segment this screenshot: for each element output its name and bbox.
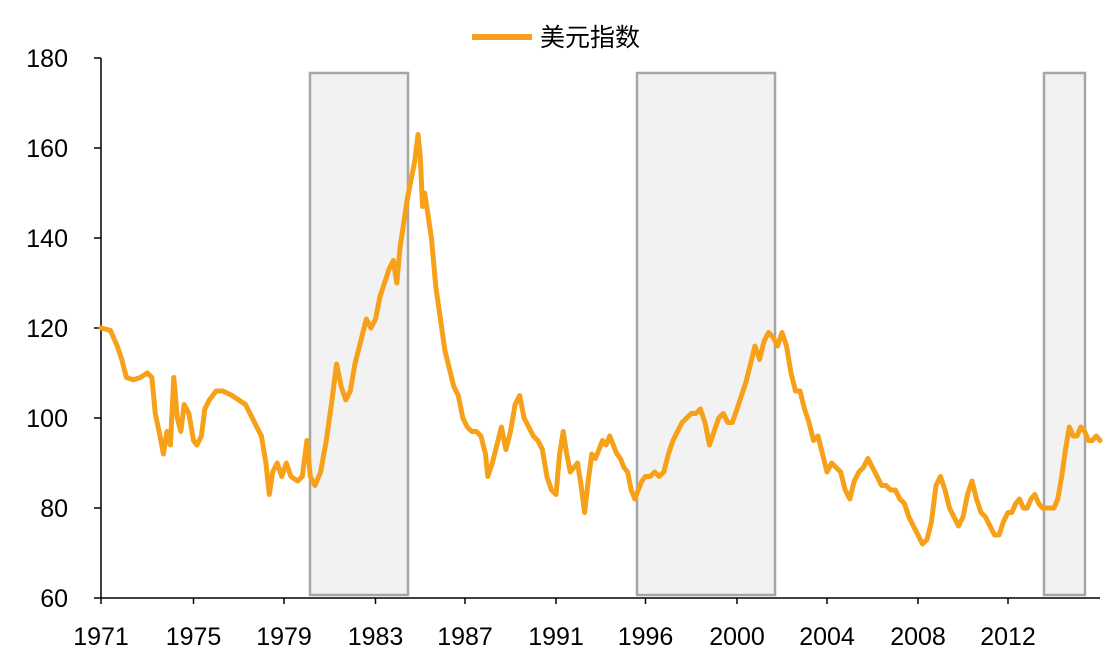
x-tick-label-1979: 1979 xyxy=(256,623,312,651)
y-tick-label-100: 100 xyxy=(26,405,68,433)
y-tick-label-160: 160 xyxy=(26,135,68,163)
x-tick-label-2004: 2004 xyxy=(799,623,855,651)
x-tick-label-2008: 2008 xyxy=(890,623,946,651)
y-tick-label-60: 60 xyxy=(40,585,68,613)
y-tick-label-180: 180 xyxy=(26,45,68,73)
x-tick-label-1971: 1971 xyxy=(73,623,129,651)
x-tick-label-1987: 1987 xyxy=(437,623,493,651)
series-line-1 xyxy=(98,132,1103,547)
x-tick-label-2012: 2012 xyxy=(980,623,1036,651)
y-tick-label-80: 80 xyxy=(40,495,68,523)
x-tick-label-2000: 2000 xyxy=(709,623,765,651)
x-tick-label-1975: 1975 xyxy=(166,623,222,651)
x-ticks: 1971 1975 1979 1983 1987 1991 1996 2000 2004 2008… xyxy=(73,598,1036,651)
series xyxy=(98,132,1103,547)
shaded-period-2 xyxy=(635,71,777,597)
y-tick-label-140: 140 xyxy=(26,225,68,253)
shaded-period-3 xyxy=(1042,71,1087,597)
shaded-period-1 xyxy=(308,71,410,597)
x-tick-label-1983: 1983 xyxy=(348,623,404,651)
x-tick-label-1991: 1991 xyxy=(528,623,584,651)
axes xyxy=(100,58,1100,599)
legend-label: 美元指数 xyxy=(540,23,640,52)
y-tick-label-120: 120 xyxy=(26,315,68,343)
y-ticks: 60 80 100 120 140 160 180 xyxy=(26,45,101,613)
legend: 美元指数 xyxy=(472,23,640,52)
shaded-periods xyxy=(308,71,1087,597)
x-tick-label-1996: 1996 xyxy=(618,623,674,651)
